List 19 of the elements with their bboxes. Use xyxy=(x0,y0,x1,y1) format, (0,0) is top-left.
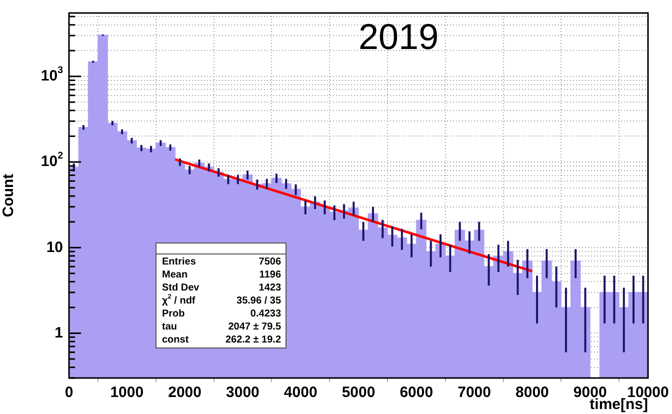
text: tau 2047 ± 79.5 xyxy=(162,321,282,332)
x-tick-label: 4000 xyxy=(284,384,318,402)
annotation: 2019 xyxy=(358,16,439,57)
x-tick-label: 7000 xyxy=(458,384,491,402)
text: Std Dev 1423 xyxy=(162,282,282,294)
text: Prob 0.4233 xyxy=(162,308,282,320)
y-axis-title: Count xyxy=(0,174,18,218)
x-tick-label: 0 xyxy=(64,384,74,402)
text: Entries 7506 xyxy=(162,256,282,268)
x-tick-label: 8000 xyxy=(516,384,549,402)
x-tick-label: 3000 xyxy=(226,384,260,402)
y-tick-label: 1 xyxy=(54,324,63,342)
x-tick-label: 2000 xyxy=(168,384,202,402)
text: Mean 1196 xyxy=(162,269,282,280)
x-tick-label: 6000 xyxy=(400,384,434,402)
text: const 262.2 ± 19.2 xyxy=(162,334,282,346)
x-tick-label: 5000 xyxy=(342,384,376,402)
x-tick-label: 1000 xyxy=(110,384,144,402)
y-tick-label: 10 xyxy=(46,238,64,256)
